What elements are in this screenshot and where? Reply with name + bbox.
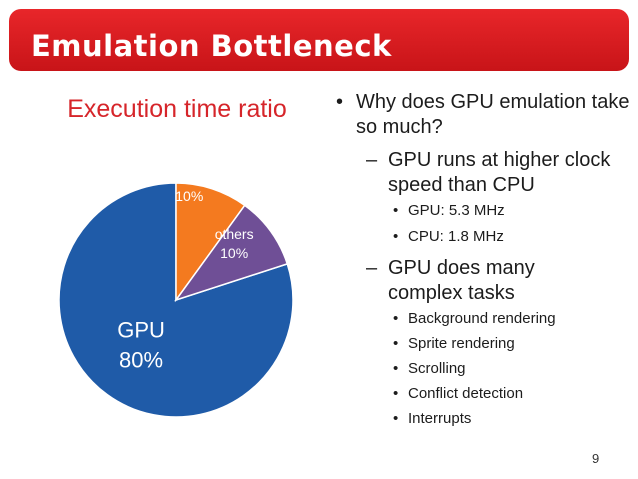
pie-slice-gpu [58, 182, 294, 418]
sub-bullet-clock: GPU runs at higher clock speed than CPU [388, 149, 611, 196]
item-interrupts: Interrupts [408, 410, 472, 427]
dot-mark: • [393, 228, 399, 245]
slice-label-gpu: GPU [117, 318, 165, 343]
bullet-question: Why does GPU emulation take so much? [356, 91, 630, 138]
page-number: 9 [592, 451, 600, 466]
bullet-mark: • [336, 91, 344, 113]
item-conflict-detection: Conflict detection [408, 385, 524, 402]
item-scrolling: Scrolling [408, 360, 466, 377]
slice-value-others: 10% [220, 245, 248, 261]
pie-slice-others [174, 204, 289, 302]
chart-title: Execution time ratio [67, 95, 287, 123]
item-background-rendering: Background rendering [408, 310, 556, 327]
dot-mark: • [393, 310, 399, 327]
pie-slice-cpu [175, 182, 246, 303]
item-sprite-rendering: Sprite rendering [408, 335, 515, 352]
dot-mark: • [393, 360, 399, 377]
dot-mark: • [393, 410, 399, 427]
item-cpu-clock: CPU: 1.8 MHz [408, 228, 504, 245]
title-bar: Emulation Bottleneck [9, 9, 629, 71]
slide-title: Emulation Bottleneck [31, 29, 392, 63]
slice-value-cpu: 10% [175, 188, 203, 204]
dash-mark: – [366, 257, 378, 279]
sub-bullet-tasks: GPU does many complex tasks [388, 257, 535, 304]
slice-label-cpu: CPU [175, 169, 205, 185]
dot-mark: • [393, 335, 399, 352]
item-gpu-clock: GPU: 5.3 MHz [408, 202, 505, 219]
dot-mark: • [393, 385, 399, 402]
slice-value-gpu: 80% [119, 347, 163, 372]
slice-label-others: others [215, 226, 254, 242]
dash-mark: – [366, 149, 378, 171]
dot-mark: • [393, 202, 399, 219]
